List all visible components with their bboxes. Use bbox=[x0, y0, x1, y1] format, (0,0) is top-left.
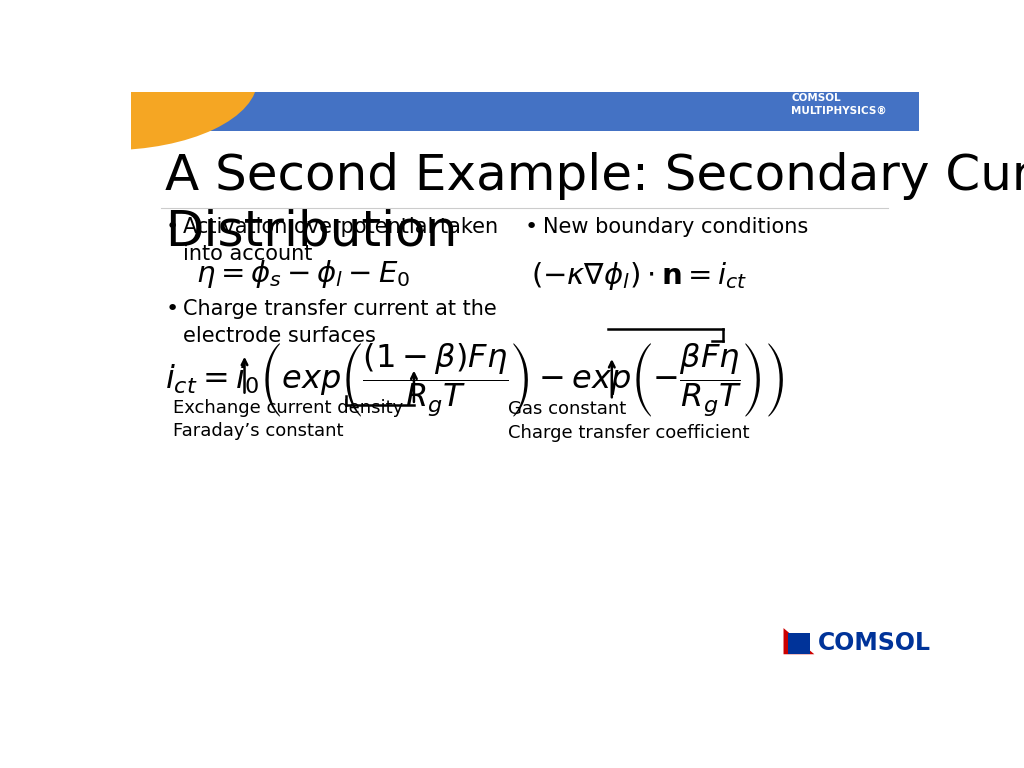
Text: $\left(-\kappa\nabla\phi_l\right)\cdot\mathbf{n} = i_{ct}$: $\left(-\kappa\nabla\phi_l\right)\cdot\m… bbox=[531, 260, 748, 292]
Polygon shape bbox=[783, 628, 814, 654]
Text: A Second Example: Secondary Current
Distribution: A Second Example: Secondary Current Dist… bbox=[165, 152, 1024, 256]
Text: •: • bbox=[524, 217, 538, 237]
Text: •: • bbox=[165, 217, 178, 237]
Text: $i_{ct} = i_0\left(exp\left(\dfrac{(1-\beta)F\eta}{R_gT}\right) - exp\left(-\dfr: $i_{ct} = i_0\left(exp\left(\dfrac{(1-\b… bbox=[165, 341, 784, 419]
Polygon shape bbox=[131, 92, 920, 131]
Text: New boundary conditions: New boundary conditions bbox=[543, 217, 808, 237]
Text: Activation overpotential taken
into account: Activation overpotential taken into acco… bbox=[183, 217, 498, 264]
Text: Charge transfer current at the
electrode surfaces: Charge transfer current at the electrode… bbox=[183, 299, 497, 346]
Text: $\eta = \phi_s - \phi_l - E_0$: $\eta = \phi_s - \phi_l - E_0$ bbox=[196, 259, 410, 290]
Text: COMSOL
MULTIPHYSICS®: COMSOL MULTIPHYSICS® bbox=[792, 93, 887, 116]
Text: COMSOL: COMSOL bbox=[818, 631, 931, 655]
Text: Exchange current density
Faraday’s constant: Exchange current density Faraday’s const… bbox=[173, 399, 403, 440]
Text: Gas constant
Charge transfer coefficient: Gas constant Charge transfer coefficient bbox=[508, 400, 750, 442]
Bar bbox=[788, 633, 810, 654]
Ellipse shape bbox=[0, 8, 258, 151]
Text: •: • bbox=[165, 299, 178, 319]
